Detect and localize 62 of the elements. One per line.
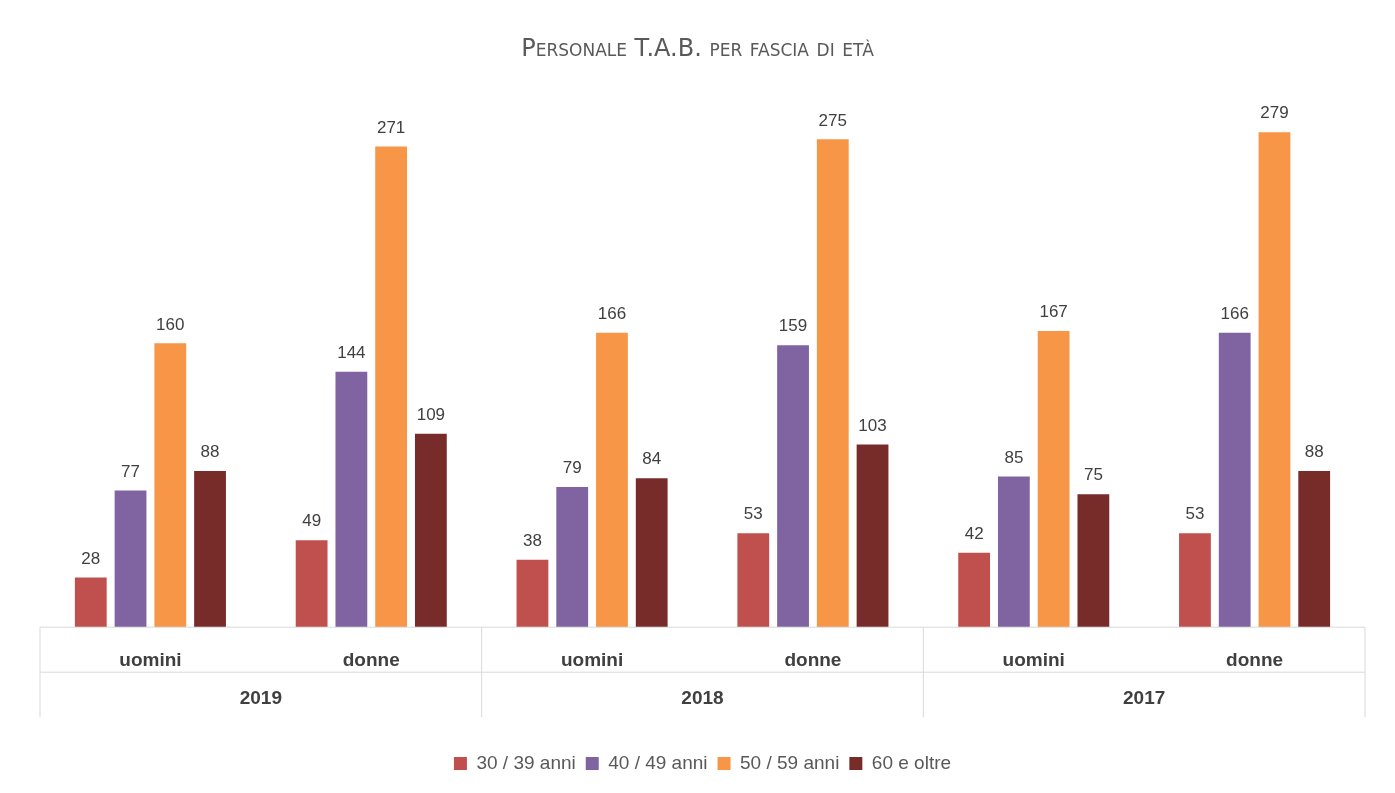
bar	[74, 577, 107, 628]
chart-title: Personale T.A.B. per fascia di età	[520, 34, 875, 62]
data-label: 77	[121, 461, 140, 481]
bar	[516, 559, 549, 628]
x-tick-label: donne	[1226, 648, 1284, 670]
legend-label: 40 / 49 anni	[608, 751, 708, 773]
data-label: 42	[964, 523, 984, 543]
bar	[556, 487, 589, 628]
data-label: 167	[1039, 302, 1068, 322]
bar	[777, 345, 809, 628]
bar	[414, 433, 447, 628]
text: 2018	[681, 687, 724, 709]
bar	[194, 471, 226, 628]
bar	[1077, 494, 1110, 628]
bar	[816, 139, 849, 628]
text: 2019	[239, 687, 282, 709]
text: 2017	[1123, 687, 1166, 709]
bar	[1298, 471, 1331, 628]
data-label: 53	[1185, 504, 1205, 524]
data-label: 84	[642, 449, 662, 469]
data-label: 79	[562, 458, 582, 478]
data-label: 271	[376, 117, 406, 137]
bar	[737, 533, 770, 628]
data-label: 75	[1083, 465, 1103, 485]
data-label: 28	[81, 548, 101, 568]
bar	[958, 552, 991, 628]
data-label: 88	[200, 442, 220, 462]
bar	[295, 540, 328, 628]
x-tick-label: donne	[784, 648, 842, 670]
bar	[154, 343, 187, 628]
data-label: 49	[302, 511, 322, 531]
legend-label: 60 e oltre	[871, 751, 952, 773]
x-tick-label: uomini	[560, 648, 624, 670]
x-tick-label: donne	[342, 648, 400, 670]
data-label: 279	[1260, 103, 1289, 123]
data-label: 109	[416, 405, 446, 425]
data-label: 144	[337, 342, 366, 362]
bar	[635, 478, 668, 628]
bar	[114, 490, 147, 628]
data-label: 166	[1220, 303, 1249, 323]
data-label: 53	[743, 504, 763, 524]
bar	[1179, 533, 1211, 628]
legend-label: 50 / 59 anni	[740, 751, 840, 773]
legend-label: 30 / 39 anni	[476, 751, 576, 773]
bar	[997, 476, 1030, 628]
bar	[1037, 330, 1070, 628]
data-label: 88	[1304, 442, 1324, 462]
bar	[1218, 332, 1251, 628]
bar	[856, 444, 889, 628]
data-label: 275	[818, 110, 847, 130]
bar	[1258, 132, 1291, 628]
x-tick-label: uomini	[119, 648, 182, 670]
data-label: 103	[858, 415, 887, 435]
bar	[596, 332, 628, 628]
data-label: 38	[523, 530, 542, 550]
data-label: 160	[156, 314, 185, 334]
bar	[335, 371, 368, 628]
x-tick-label: uomini	[1002, 648, 1065, 670]
data-label: 166	[597, 303, 627, 323]
bar	[375, 146, 408, 628]
data-label: 85	[1004, 447, 1024, 467]
data-label: 159	[778, 316, 808, 336]
